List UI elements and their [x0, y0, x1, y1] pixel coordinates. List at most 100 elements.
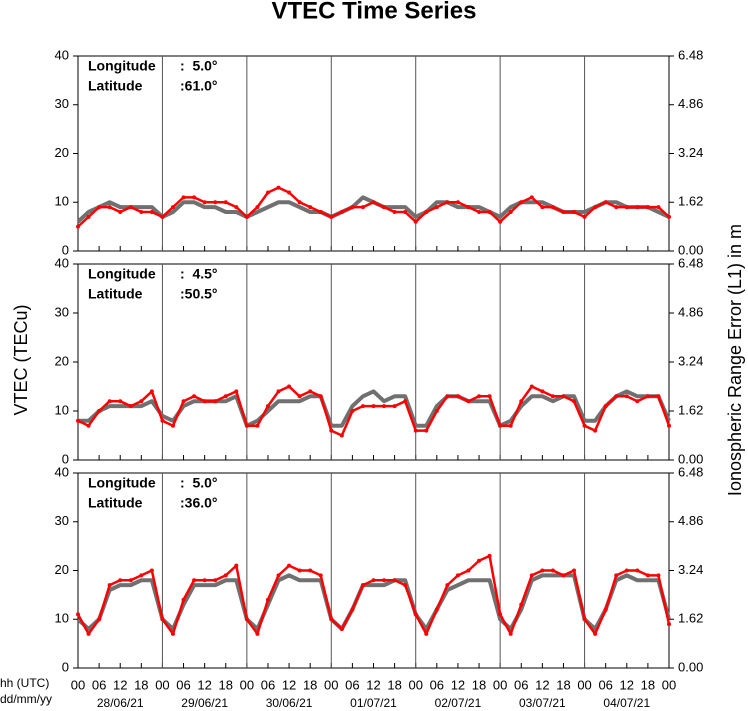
y-tick-label: 10 [55, 194, 69, 209]
y2-tick-label: 6.48 [678, 464, 703, 479]
data-point [360, 404, 365, 409]
data-point [350, 607, 355, 612]
data-point [487, 394, 492, 399]
y2-tick-label: 1.62 [678, 402, 703, 417]
data-point [297, 568, 302, 573]
data-point [434, 205, 439, 210]
x-tick-label: 18 [219, 677, 233, 692]
y2-tick-label: 0.00 [678, 659, 703, 674]
x-tick-label: 00 [662, 677, 676, 692]
data-point [118, 210, 123, 214]
data-point [160, 617, 165, 622]
data-point [382, 404, 387, 409]
data-point [635, 205, 640, 210]
annotation: : 5.0° [180, 475, 218, 491]
data-point [128, 404, 133, 409]
data-point [529, 384, 534, 389]
data-point [213, 200, 218, 205]
data-point [477, 558, 482, 563]
annotation: Longitude [88, 58, 156, 74]
y-axis-label: VTEC (TECu) [11, 304, 31, 415]
data-point [265, 404, 270, 409]
annotation: : 4.5° [180, 266, 218, 282]
annotation: :50.5° [180, 286, 218, 302]
data-point [561, 210, 566, 214]
annotation: Latitude [88, 78, 143, 94]
data-point [244, 214, 249, 219]
data-point [139, 210, 144, 214]
data-point [550, 568, 555, 573]
data-point [498, 423, 503, 428]
data-point [519, 399, 524, 404]
data-point [540, 568, 545, 573]
data-point [424, 428, 429, 433]
data-point [550, 205, 555, 210]
x-tick-label: 06 [261, 677, 275, 692]
x-tick-label: 00 [493, 677, 507, 692]
data-point [382, 578, 387, 583]
data-point [308, 568, 313, 573]
y2-tick-label: 6.48 [678, 47, 703, 62]
data-point [360, 583, 365, 588]
x-axis-label: hh (UTC) [0, 676, 49, 690]
data-point [614, 573, 619, 578]
data-point [550, 394, 555, 399]
data-point [244, 617, 249, 622]
x-tick-label: 18 [472, 677, 486, 692]
data-point [223, 394, 228, 399]
data-point [424, 631, 429, 636]
data-point [392, 210, 397, 214]
data-point [192, 195, 197, 200]
data-point [213, 578, 218, 583]
data-point [445, 583, 450, 588]
data-point [582, 214, 587, 219]
data-point [86, 214, 91, 219]
data-point [276, 573, 281, 578]
data-point [128, 205, 133, 210]
y-tick-label: 0 [62, 659, 69, 674]
x-tick-label: 06 [598, 677, 612, 692]
plot-frame [77, 472, 670, 669]
date-label: 03/07/21 [519, 696, 566, 710]
data-point [255, 423, 260, 428]
data-point [107, 205, 112, 210]
data-point [445, 200, 450, 205]
y-tick-label: 30 [55, 96, 69, 111]
data-point [255, 631, 260, 636]
data-point [276, 389, 281, 394]
data-point [170, 423, 175, 428]
y-tick-label: 10 [55, 402, 69, 417]
data-point [445, 394, 450, 399]
data-point [508, 423, 513, 428]
data-point [645, 573, 650, 578]
data-point [455, 394, 460, 399]
data-point [645, 205, 650, 210]
data-point [582, 617, 587, 622]
data-point [392, 404, 397, 409]
data-point [170, 631, 175, 636]
y-tick-label: 20 [55, 353, 69, 368]
data-point [287, 384, 292, 389]
data-point [97, 409, 102, 413]
x-tick-label: 00 [408, 677, 422, 692]
x-tick-label: 06 [176, 677, 190, 692]
x-tick-label: 18 [387, 677, 401, 692]
data-point [403, 210, 408, 214]
x-tick-label: 12 [535, 677, 549, 692]
data-point [97, 617, 102, 622]
annotation: :61.0° [180, 78, 218, 94]
data-point [181, 597, 186, 602]
data-point [318, 210, 323, 214]
data-point [455, 573, 460, 578]
data-point [149, 210, 154, 214]
plot-frame [77, 263, 670, 461]
data-point [350, 205, 355, 210]
y-tick-label: 30 [55, 304, 69, 319]
data-point [371, 404, 376, 409]
data-point [593, 428, 598, 433]
data-point [614, 394, 619, 399]
data-point [76, 418, 80, 423]
data-point [572, 568, 577, 573]
data-point [572, 399, 577, 404]
data-point [223, 200, 228, 205]
